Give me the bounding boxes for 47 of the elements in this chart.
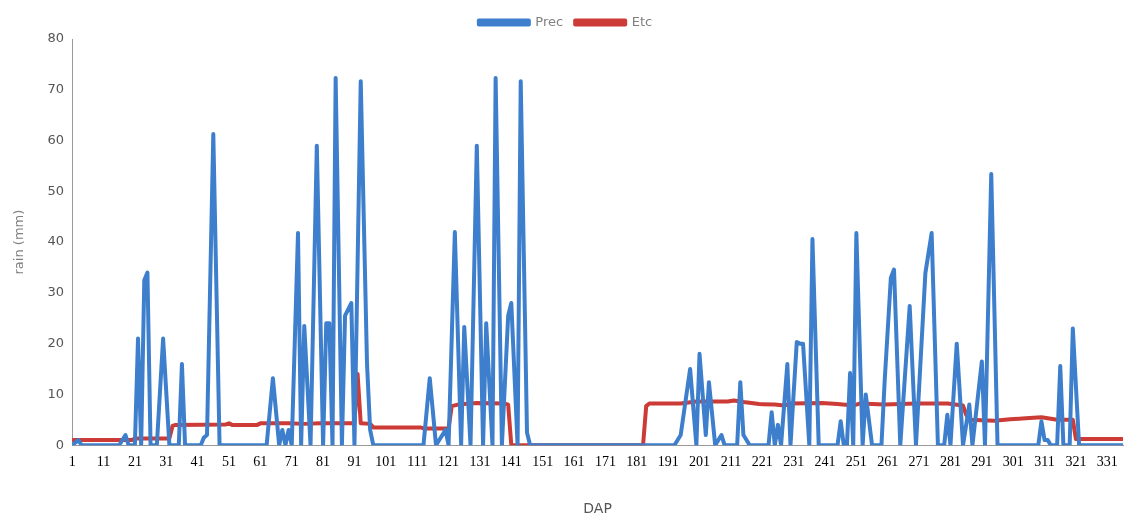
x-tick-label: 171 (594, 453, 616, 469)
y-tick-label: 50 (47, 182, 65, 198)
x-tick-label: 91 (347, 453, 362, 469)
x-tick-label: 141 (500, 453, 522, 469)
x-tick-label: 11 (96, 453, 111, 469)
x-tick-label: 231 (783, 453, 805, 469)
y-tick-label: 60 (47, 131, 65, 147)
y-tick-label: 0 (55, 436, 65, 452)
x-tick-label: 101 (375, 453, 397, 469)
y-tick-label: 30 (47, 284, 65, 300)
y-tick-label: 70 (47, 81, 65, 97)
x-tick-label: 121 (438, 453, 460, 469)
x-tick-label: 281 (939, 453, 961, 469)
x-tick-label: 81 (316, 453, 331, 469)
x-tick-label: 191 (657, 453, 679, 469)
x-tick-label: 41 (190, 453, 205, 469)
x-tick-label: 31 (159, 453, 174, 469)
x-tick-label: 251 (845, 453, 867, 469)
legend-label: Prec (535, 13, 564, 29)
x-tick-label: 1 (68, 453, 76, 469)
x-tick-label: 261 (877, 453, 899, 469)
x-tick-label: 211 (720, 453, 742, 469)
x-tick-label: 161 (563, 453, 585, 469)
x-tick-label: 301 (1002, 453, 1024, 469)
x-tick-label: 131 (469, 453, 491, 469)
x-tick-label: 291 (971, 453, 993, 469)
legend-label: Etc (631, 13, 653, 29)
y-tick-label: 10 (47, 385, 65, 401)
x-tick-label: 111 (407, 453, 428, 469)
x-tick-label: 151 (532, 453, 554, 469)
x-tick-label: 51 (221, 453, 236, 469)
y-axis-title: rain (mm) (11, 209, 27, 275)
y-tick-label: 40 (47, 233, 65, 249)
x-tick-label: 71 (284, 453, 299, 469)
x-tick-label: 271 (908, 453, 930, 469)
x-tick-label: 221 (751, 453, 773, 469)
x-tick-label: 21 (127, 453, 142, 469)
x-tick-label: 201 (689, 453, 711, 469)
y-tick-label: 80 (47, 30, 65, 46)
x-tick-label: 331 (1096, 453, 1118, 469)
x-tick-label: 241 (814, 453, 836, 469)
x-tick-label: 321 (1065, 453, 1087, 469)
x-tick-label: 311 (1034, 453, 1055, 469)
x-tick-label: 61 (253, 453, 268, 469)
x-tick-label: 181 (626, 453, 648, 469)
x-axis-title: DAP (583, 500, 612, 517)
y-tick-label: 20 (47, 335, 65, 351)
